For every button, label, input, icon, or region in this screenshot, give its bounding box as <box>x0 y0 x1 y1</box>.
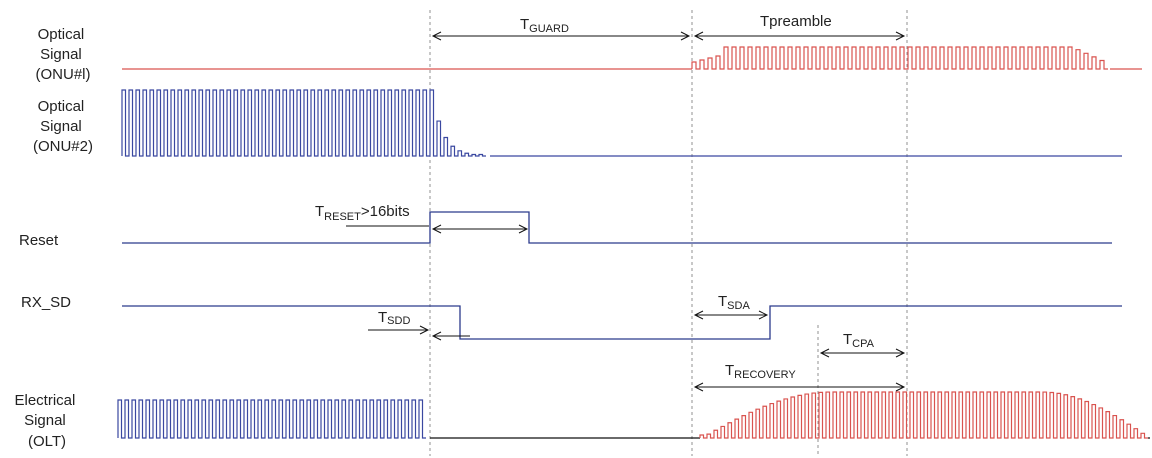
label-olt-line-1: Electrical <box>14 392 75 409</box>
timing-label-cpa-main: T <box>843 331 852 348</box>
timing-label-sdd: TSDD <box>378 309 410 327</box>
recovery-arrow <box>695 383 904 391</box>
timing-label-recovery-sub: RECOVERY <box>734 369 796 381</box>
timing-label-preamble-sub: preamble <box>769 13 832 30</box>
timing-label-reset-sub: RESET <box>324 211 361 223</box>
label-onu2-line-1: Optical <box>38 98 85 115</box>
timing-label-recovery: TRECOVERY <box>725 362 796 381</box>
timing-label-cpa-sub: CPA <box>852 338 874 350</box>
timing-label-guard-main: T <box>520 16 529 33</box>
timing-label-recovery-main: T <box>725 362 734 379</box>
label-onu1: Optical Signal (ONU#l) <box>36 26 91 83</box>
label-onu1-line-1: Optical <box>38 26 85 43</box>
timing-label-reset: TRESET>16bits <box>315 203 410 223</box>
label-olt-line-3: (OLT) <box>28 433 66 450</box>
timing-label-sda: TSDA <box>718 293 750 312</box>
label-reset: Reset <box>19 232 59 249</box>
guide-lines <box>430 10 907 456</box>
label-olt: Electrical Signal (OLT) <box>14 392 79 450</box>
preamble-arrow <box>695 32 904 40</box>
timing-label-preamble: Tpreamble <box>760 13 832 30</box>
olt-burst-trace-onu1 <box>700 392 1148 438</box>
rxsd-trace <box>122 306 1122 339</box>
timing-label-sdd-main: T <box>378 309 387 326</box>
cpa-arrow <box>821 349 904 357</box>
timing-label-guard-sub: GUARD <box>529 23 569 35</box>
timing-label-sda-main: T <box>718 293 727 310</box>
timing-label-guard: TGUARD <box>520 16 569 35</box>
timing-label-reset-suffix: >16bits <box>361 203 410 220</box>
waveforms <box>118 47 1150 438</box>
onu2-burst-trace <box>122 90 486 156</box>
label-olt-line-2: Signal <box>24 412 66 429</box>
olt-burst-trace-onu2 <box>118 400 426 438</box>
timing-label-sda-sub: SDA <box>727 300 750 312</box>
timing-label-cpa: TCPA <box>843 331 875 350</box>
timing-label-sdd-sub: SDD <box>387 315 410 327</box>
label-onu2-line-2: Signal <box>40 118 82 135</box>
label-onu1-line-2: Signal <box>40 46 82 63</box>
label-onu1-line-3: (ONU#l) <box>36 66 91 83</box>
label-rxsd: RX_SD <box>21 294 71 311</box>
label-onu2-line-3: (ONU#2) <box>33 138 93 155</box>
sdd-arrow <box>368 326 470 340</box>
onu1-burst-trace <box>692 47 1108 69</box>
label-onu2: Optical Signal (ONU#2) <box>33 98 93 155</box>
timing-label-preamble-main: T <box>760 13 769 30</box>
signal-labels: Optical Signal (ONU#l) Optical Signal (O… <box>14 26 93 450</box>
timing-label-reset-main: T <box>315 203 324 220</box>
reset-arrow <box>346 225 527 233</box>
timing-labels: TGUARD Tpreamble TRESET>16bits TSDD TSDA… <box>315 13 875 381</box>
sda-arrow <box>695 311 767 319</box>
reset-trace <box>122 212 1112 243</box>
